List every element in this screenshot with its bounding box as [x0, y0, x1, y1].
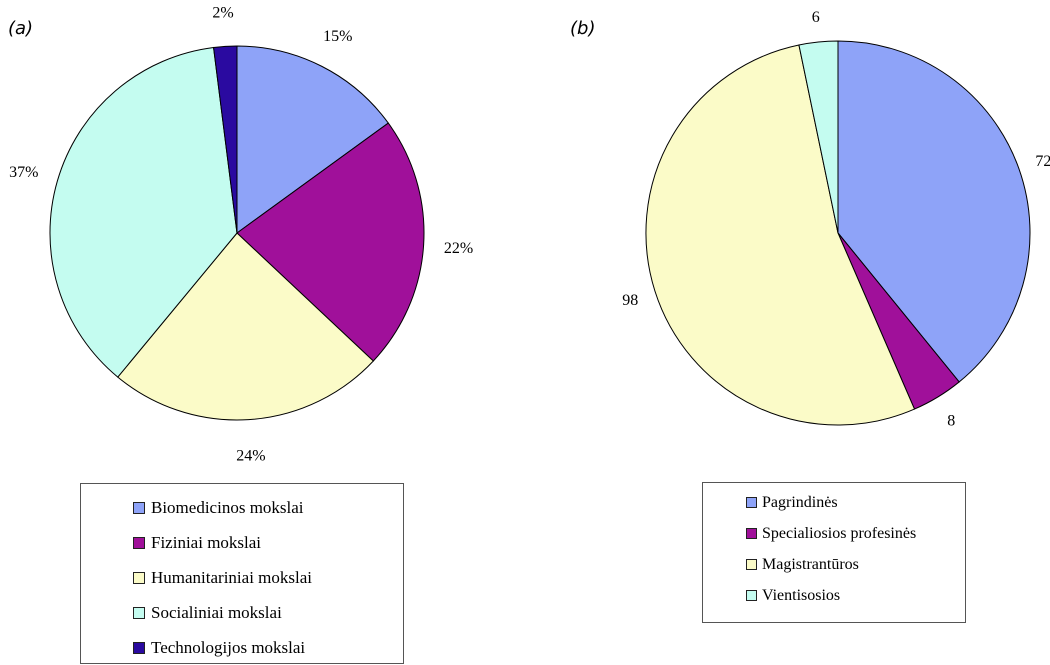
legend-item: Technologijos mokslai [133, 630, 403, 665]
slice-data-label: 24% [236, 448, 265, 465]
pie-slice-b-3 [798, 40, 839, 234]
legend-item: Humanitariniai mokslai [133, 560, 403, 595]
legend-item: Magistrantūros [746, 549, 965, 580]
legend-label: Magistrantūros [762, 555, 859, 573]
legend-a: Biomedicinos mokslai Fiziniai mokslai Huma… [80, 483, 404, 664]
legend-label: Humanitariniai mokslai [151, 567, 312, 587]
legend-label: Fiziniai mokslai [151, 532, 262, 552]
legend-swatch [746, 497, 757, 508]
legend-label: Specialiosios profesinės [762, 524, 917, 542]
pie-slice-a-0 [236, 45, 389, 234]
legend-swatch [746, 590, 757, 601]
legend-b: Pagrindinės Specialiosios profesinės Magis… [702, 482, 966, 623]
pie-slice-a-2 [117, 232, 375, 421]
legend-item: Socialiniai mokslai [133, 595, 403, 630]
legend-swatch [133, 536, 145, 549]
slice-data-label: 22% [444, 240, 473, 257]
legend-swatch [133, 641, 145, 654]
pie-slice-a-4 [213, 45, 238, 234]
pie-chart-a: 15% 22% 24% 37% 2% [9, 4, 473, 464]
panel-label-b: (b) [570, 18, 596, 39]
legend-swatch [746, 528, 757, 539]
pie-slice-a-3 [49, 46, 238, 378]
pie-slice-b-2 [645, 44, 916, 426]
pie-charts: 15% 22% 24% 37% 2% 72 8 98 6 [9, 4, 1050, 464]
slice-data-label: 72 [1035, 153, 1050, 170]
legend-item: Biomedicinos mokslai [133, 490, 403, 525]
slice-data-label: 2% [212, 4, 233, 21]
legend-swatch [133, 571, 145, 584]
pie-slice-a-1 [236, 122, 425, 362]
legend-label: Socialiniai mokslai [151, 602, 282, 622]
legend-label: Technologijos mokslai [151, 637, 306, 657]
legend-swatch [746, 559, 757, 570]
legend-swatch [133, 606, 145, 619]
legend-item: Fiziniai mokslai [133, 525, 403, 560]
legend-label: Pagrindinės [762, 493, 838, 511]
slice-data-label: 8 [947, 412, 955, 429]
legend-label: Biomedicinos mokslai [151, 497, 304, 517]
pie-chart-b: 72 8 98 6 [622, 9, 1050, 429]
legend-item: Specialiosios profesinės [746, 518, 965, 549]
panel-label-a: (a) [8, 18, 34, 39]
slice-data-label: 98 [622, 292, 638, 309]
legend-item: Vientisosios [746, 580, 965, 611]
slice-data-label: 37% [9, 164, 38, 181]
slice-data-label: 15% [323, 28, 352, 45]
legend-label: Vientisosios [762, 586, 841, 604]
pie-slice-b-0 [837, 40, 1031, 383]
legend-swatch [133, 501, 145, 514]
slice-data-label: 6 [812, 9, 820, 26]
legend-item: Pagrindinės [746, 487, 965, 518]
